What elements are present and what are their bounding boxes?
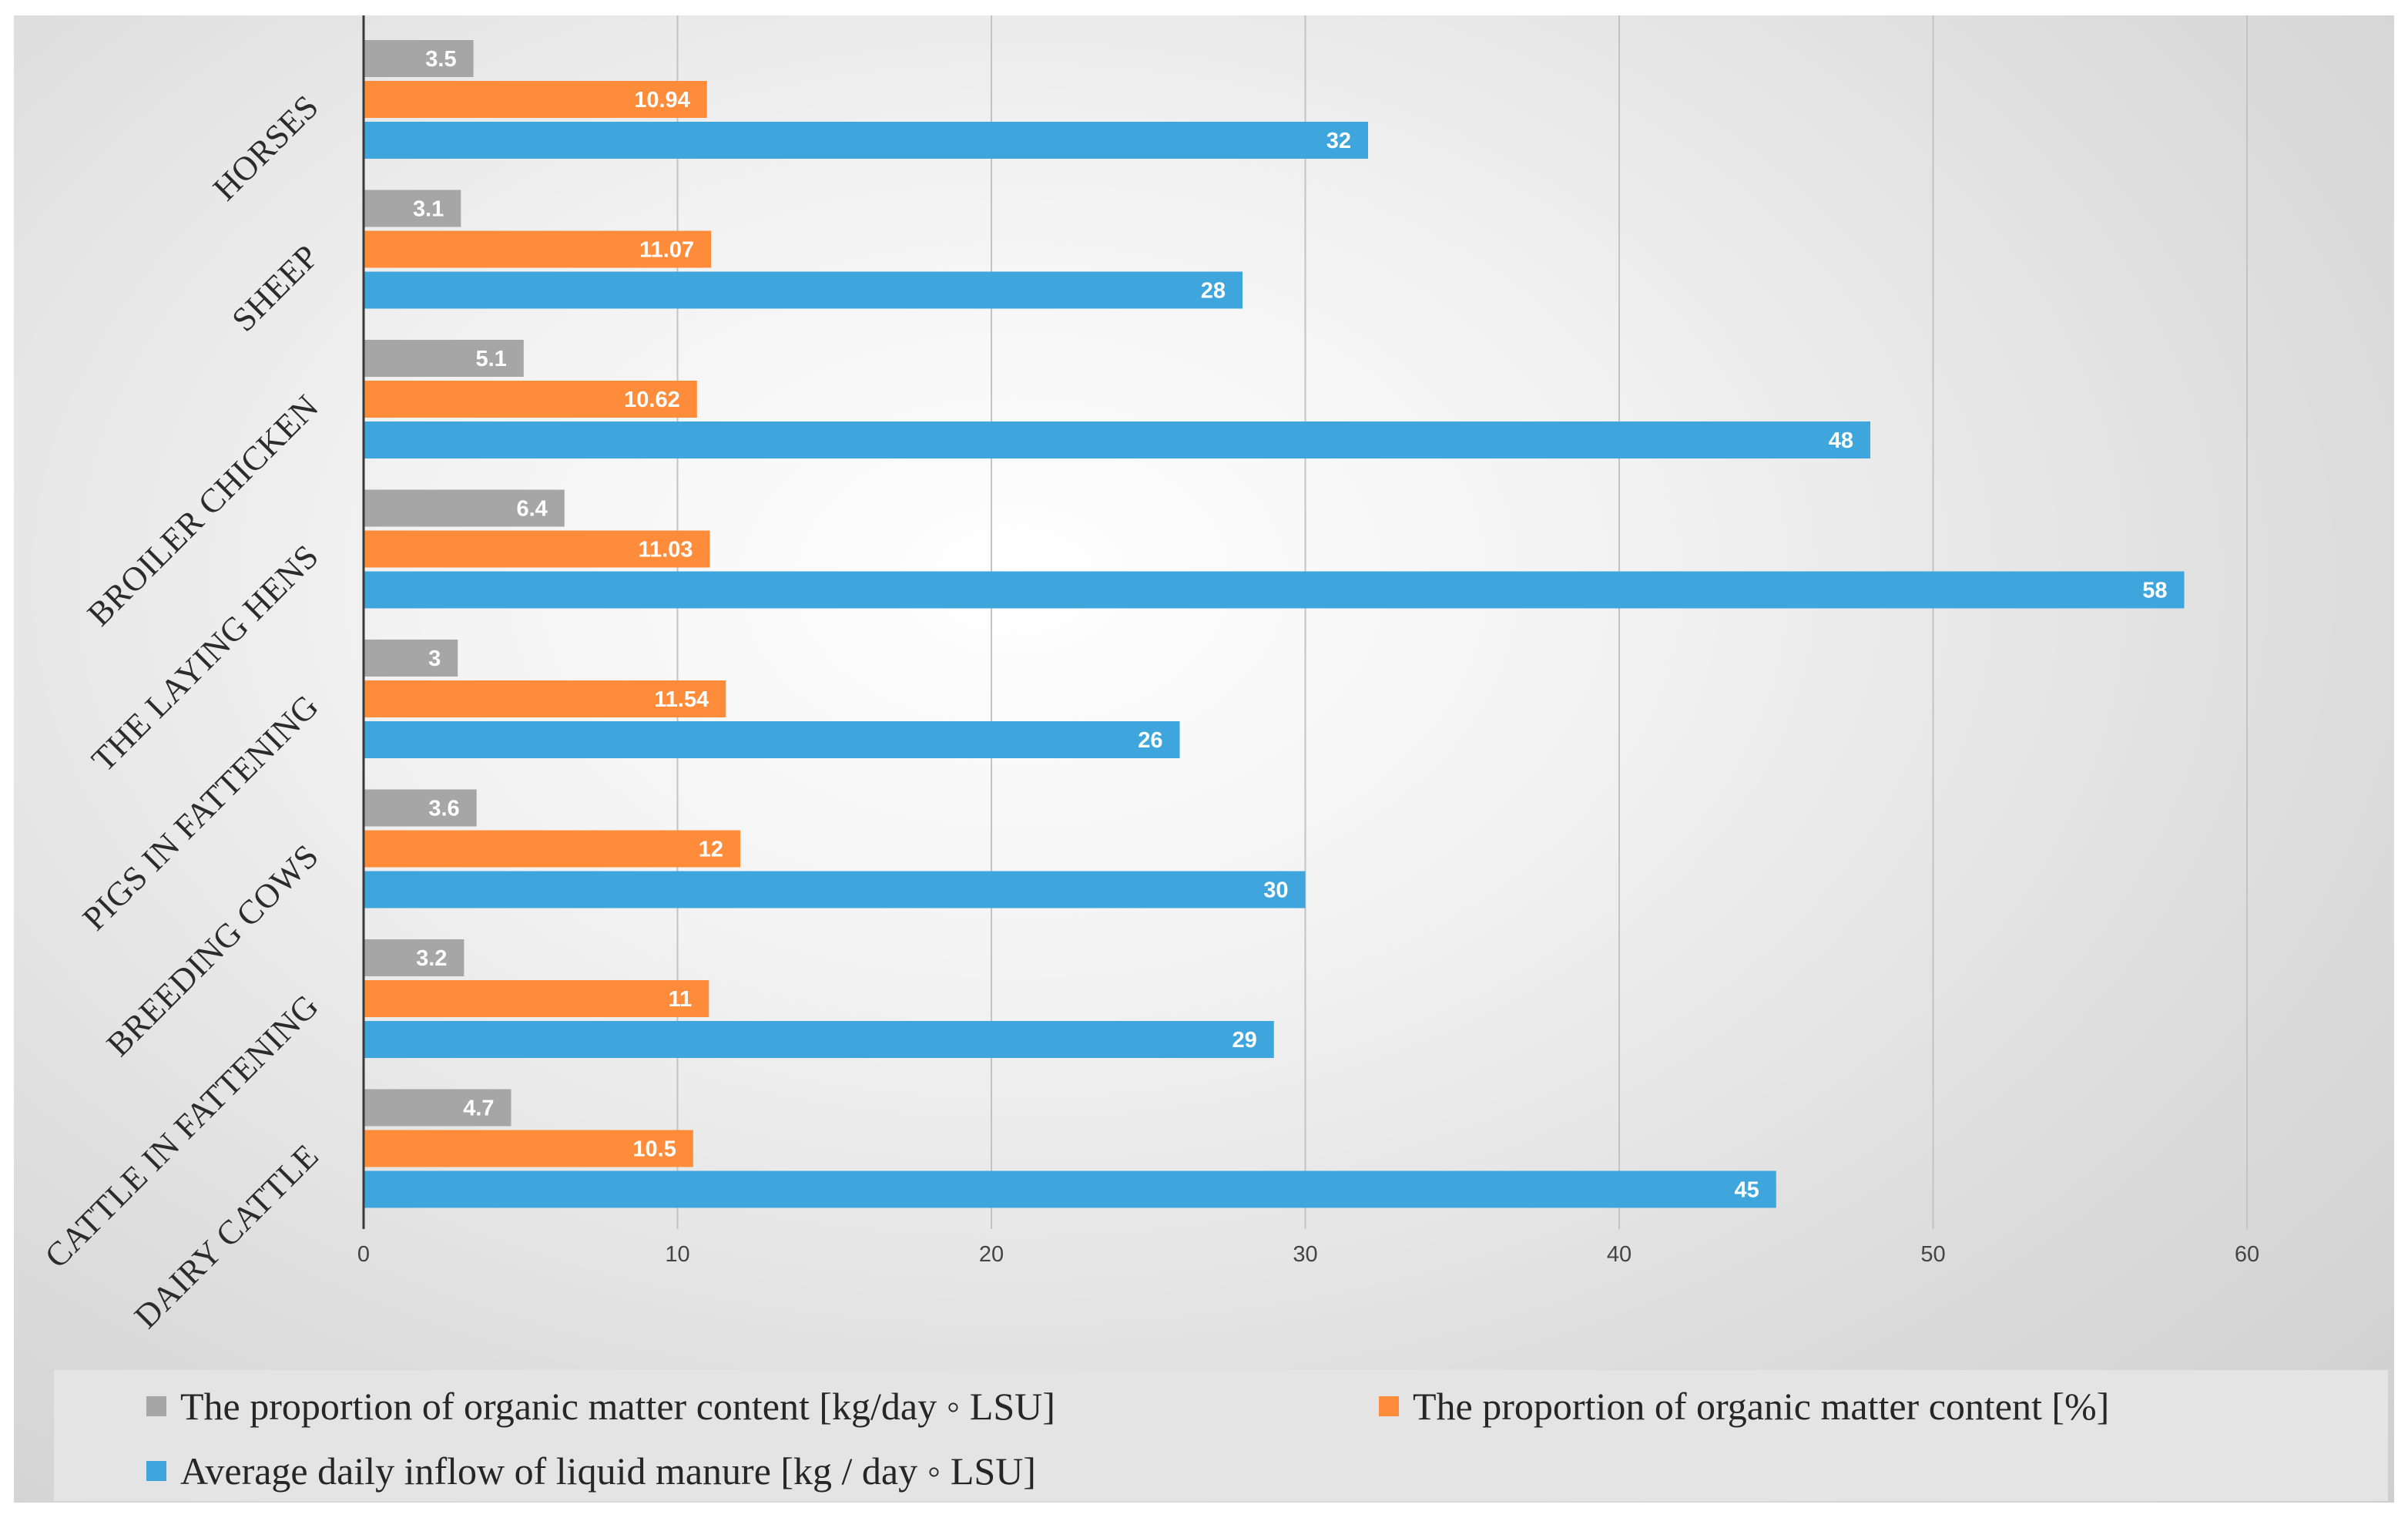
bar-cattle-in-fattening-series-2 (364, 1021, 1274, 1058)
tick-label-10: 10 (665, 1242, 689, 1267)
bar-breeding-cows-series-2 (364, 871, 1306, 908)
bar-breeding-cows-series-1 (364, 830, 740, 868)
data-label-breeding-cows-series-0: 3.6 (428, 797, 459, 821)
data-label-the-laying-hens-series-1: 11.03 (638, 538, 693, 563)
data-label-sheep-series-1: 11.07 (639, 238, 694, 263)
data-label-horses-series-2: 32 (1326, 129, 1351, 153)
bar-sheep-series-2 (364, 271, 1243, 309)
bar-broiler-chicken-series-2 (364, 421, 1870, 458)
data-label-horses-series-0: 3.5 (425, 47, 456, 72)
data-label-sheep-series-2: 28 (1201, 279, 1226, 304)
legend-label-organic-kg: The proportion of organic matter content… (180, 1385, 1055, 1428)
legend-swatch-organic-kg (146, 1396, 166, 1416)
tick-label-40: 40 (1607, 1242, 1632, 1267)
data-label-pigs-in-fattening-series-1: 11.54 (654, 687, 709, 712)
legend-label-liquid-manure: Average daily inflow of liquid manure [k… (180, 1449, 1036, 1493)
bar-cattle-in-fattening-series-0 (364, 939, 464, 976)
data-label-cattle-in-fattening-series-2: 29 (1232, 1028, 1256, 1053)
data-label-breeding-cows-series-2: 30 (1263, 878, 1288, 903)
tick-label-0: 0 (357, 1242, 370, 1267)
data-label-dairy-cattle-series-1: 10.5 (632, 1137, 676, 1162)
legend-item-liquid-manure: Average daily inflow of liquid manure [k… (146, 1449, 1036, 1493)
bar-horses-series-2 (364, 122, 1368, 159)
data-label-horses-series-1: 10.94 (634, 88, 690, 113)
category-label-cattle-in-fattening: CATTLE IN FATTENING (38, 987, 326, 1275)
legend-swatch-liquid-manure (146, 1461, 166, 1481)
data-label-pigs-in-fattening-series-2: 26 (1138, 728, 1162, 753)
data-label-broiler-chicken-series-1: 10.62 (624, 388, 680, 412)
bar-breeding-cows-series-0 (364, 789, 477, 827)
data-label-breeding-cows-series-1: 12 (699, 838, 723, 862)
bar-pigs-in-fattening-series-2 (364, 721, 1180, 758)
bar-dairy-cattle-series-2 (364, 1170, 1776, 1208)
data-label-the-laying-hens-series-2: 58 (2142, 579, 2167, 603)
bar-cattle-in-fattening-series-1 (364, 980, 709, 1017)
chart-area: 3.5 10.94 32 3.1 11.07 28 5.1 10.62 48 6.4 11.03 58… (14, 15, 2394, 1503)
data-label-dairy-cattle-series-2: 45 (1734, 1178, 1759, 1203)
bar-broiler-chicken-series-1 (364, 381, 697, 418)
data-label-broiler-chicken-series-2: 48 (1829, 428, 1853, 453)
data-label-dairy-cattle-series-0: 4.7 (463, 1097, 494, 1121)
bar-dairy-cattle-series-0 (364, 1089, 511, 1127)
data-label-sheep-series-0: 3.1 (413, 197, 444, 222)
bar-pigs-in-fattening-series-0 (364, 640, 458, 677)
legend-label-organic-percent: The proportion of organic matter content… (1413, 1385, 2110, 1428)
data-label-cattle-in-fattening-series-1: 11 (669, 987, 693, 1012)
bar-the-laying-hens-series-0 (364, 489, 565, 527)
tick-label-30: 30 (1293, 1242, 1317, 1267)
bar-chart: 3.5 10.94 32 3.1 11.07 28 5.1 10.62 48 6.4 11.03 58… (38, 15, 2259, 1335)
legend: The proportion of organic matter content… (54, 1370, 2388, 1501)
bar-sheep-series-0 (364, 190, 461, 227)
legend-item-organic-percent: The proportion of organic matter content… (1379, 1384, 2109, 1429)
bar-horses-series-0 (364, 40, 474, 77)
category-label-horses: HORSES (206, 88, 326, 208)
tick-label-20: 20 (979, 1242, 1004, 1267)
bar-sheep-series-1 (364, 230, 712, 268)
bar-the-laying-hens-series-1 (364, 530, 710, 568)
bar-broiler-chicken-series-0 (364, 340, 524, 377)
category-label-sheep: SHEEP (225, 237, 327, 339)
data-label-broiler-chicken-series-0: 5.1 (475, 347, 506, 371)
data-label-cattle-in-fattening-series-0: 3.2 (416, 946, 447, 971)
bar-pigs-in-fattening-series-1 (364, 680, 726, 717)
tick-label-50: 50 (1920, 1242, 1945, 1267)
tick-label-60: 60 (2235, 1242, 2259, 1267)
legend-swatch-organic-percent (1379, 1396, 1399, 1416)
bars: 3.5 10.94 32 3.1 11.07 28 5.1 10.62 48 6.4 11.03 58… (364, 40, 2185, 1208)
data-label-pigs-in-fattening-series-0: 3 (428, 646, 441, 671)
bar-horses-series-1 (364, 81, 707, 118)
bar-the-laying-hens-series-2 (364, 571, 2185, 609)
bar-dairy-cattle-series-1 (364, 1130, 693, 1167)
data-label-the-laying-hens-series-0: 6.4 (516, 497, 547, 522)
legend-item-organic-kg: The proportion of organic matter content… (146, 1384, 1055, 1429)
